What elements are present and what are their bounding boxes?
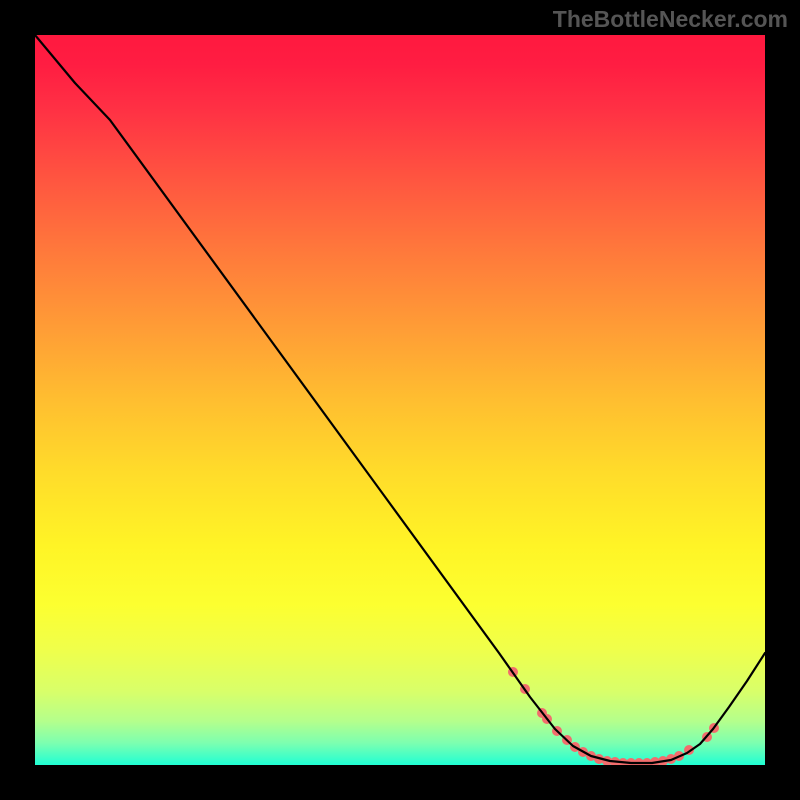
chart-svg (35, 35, 765, 765)
chart-plot-area (35, 35, 765, 765)
chart-markers-group (508, 667, 719, 765)
watermark-text: TheBottleNecker.com (553, 6, 788, 33)
chart-curve-line (35, 35, 765, 763)
